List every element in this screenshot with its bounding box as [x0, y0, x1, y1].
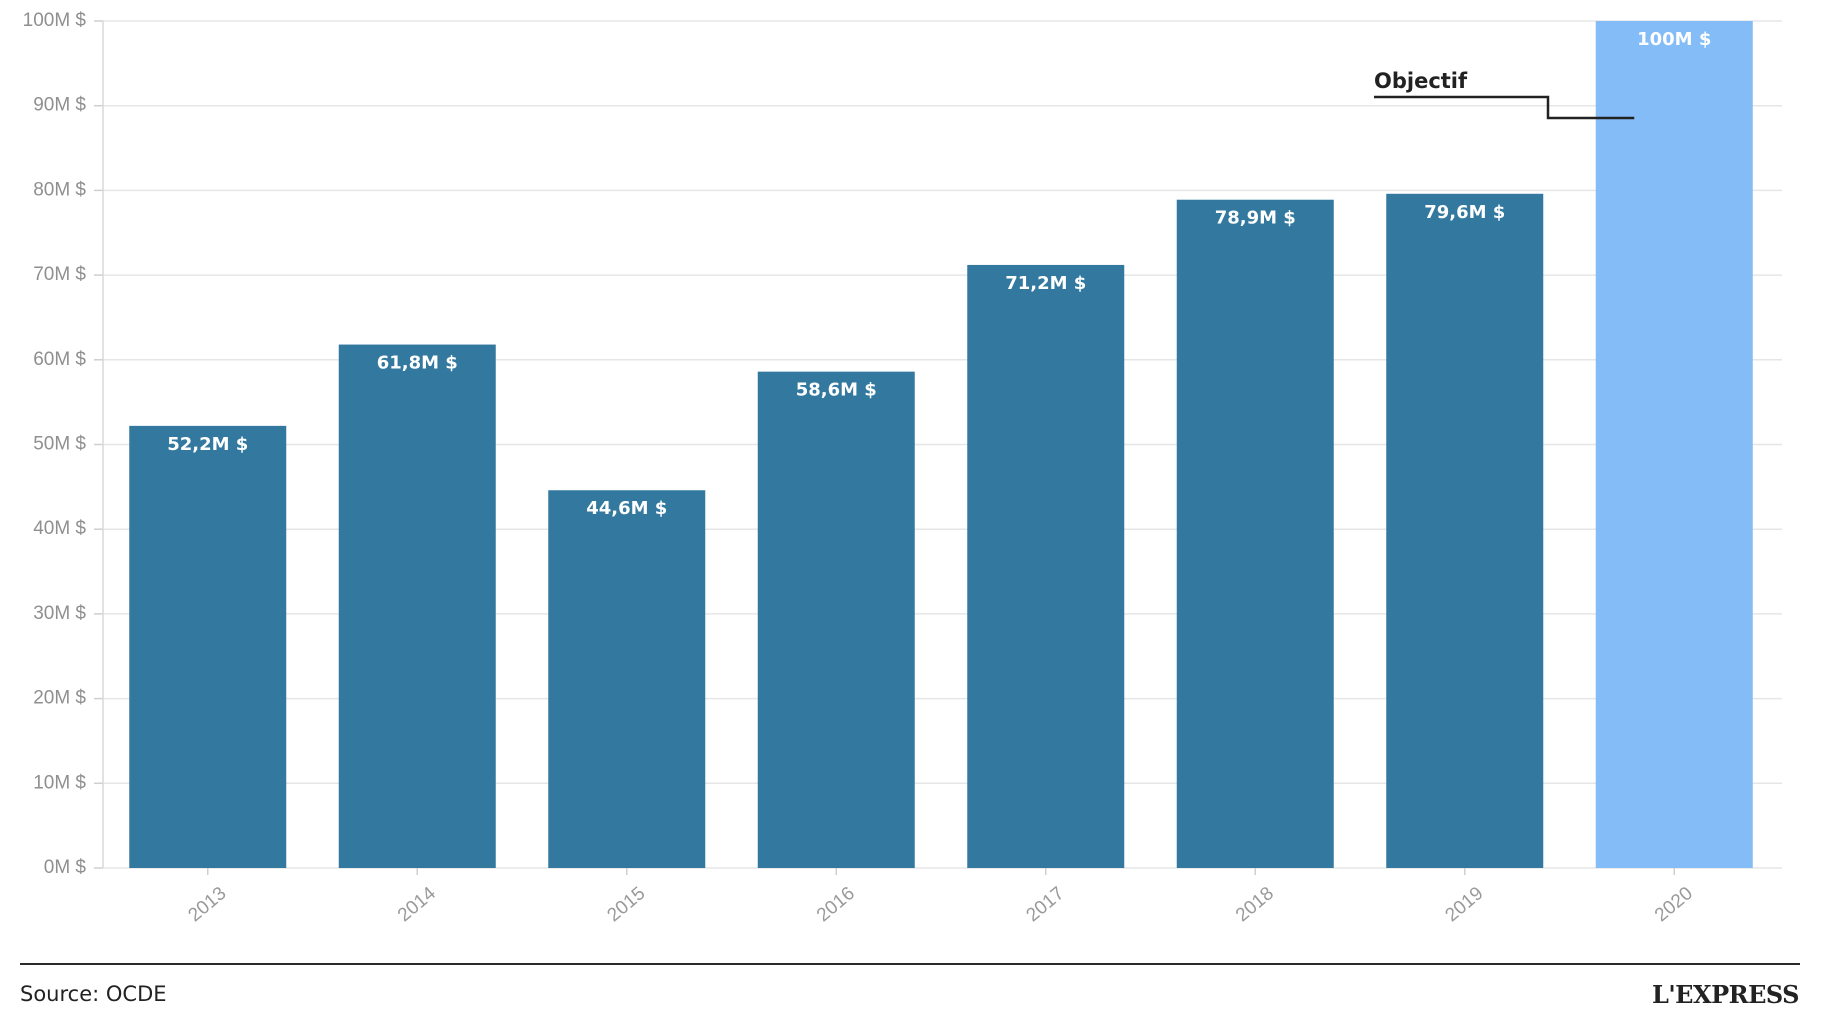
- bars: [129, 21, 1753, 869]
- lexpress-logo: L'EXPRESS: [1651, 980, 1800, 1009]
- bar-2020: [1595, 21, 1753, 868]
- data-label-2015: 44,6M $: [586, 498, 667, 519]
- y-axis-ticks: 0M $ 10M $ 20M $ 30M $ 40M $ 50M $ 60M $ 70M $ 8…: [23, 10, 87, 878]
- x-tick-label-2014: 2014: [394, 883, 440, 927]
- x-tick-label-2019: 2019: [1441, 883, 1487, 926]
- x-tick-label-2013: 2013: [184, 883, 230, 926]
- x-tick-label-2015: 2015: [603, 883, 649, 926]
- y-tick-label: 80M $: [33, 179, 86, 200]
- data-label-2019: 79,6M $: [1424, 202, 1505, 223]
- footer-divider: [20, 963, 1800, 965]
- objectif-annotation: Objectif: [1374, 69, 1635, 120]
- bar-2018: [1176, 199, 1334, 869]
- y-tick-label: 70M $: [33, 264, 86, 285]
- bar-2013: [129, 425, 287, 868]
- bar-2014: [338, 344, 496, 869]
- bar-2015: [548, 490, 706, 868]
- bar-chart: 0M $ 10M $ 20M $ 30M $ 40M $ 50M $ 60M $ 70M $ 8…: [23, 10, 1782, 927]
- y-tick-label: 60M $: [33, 349, 86, 370]
- bar-2016: [757, 371, 915, 868]
- data-label-2016: 58,6M $: [796, 380, 877, 401]
- y-tick-label: 90M $: [33, 95, 86, 116]
- annotation-label: Objectif: [1374, 69, 1468, 93]
- data-label-2017: 71,2M $: [1005, 273, 1086, 294]
- y-tick-label: 10M $: [33, 772, 86, 793]
- bar-2017: [967, 264, 1125, 868]
- data-label-2018: 78,9M $: [1215, 208, 1296, 229]
- y-tick-label: 20M $: [33, 688, 86, 709]
- data-label-2020: 100M $: [1637, 29, 1711, 50]
- x-axis-ticks: 2013 2014 2015 2016 2017 2018 2019 2020: [184, 868, 1697, 927]
- source-note: Source: OCDE: [20, 982, 167, 1006]
- x-tick-label-2017: 2017: [1022, 883, 1068, 926]
- data-label-2013: 52,2M $: [167, 434, 248, 455]
- data-label-2014: 61,8M $: [377, 353, 458, 374]
- y-tick-label: 0M $: [44, 857, 87, 878]
- data-labels: 52,2M $ 61,8M $ 44,6M $ 58,6M $ 71,2M $ 78,9M…: [167, 29, 1711, 519]
- x-tick-label-2018: 2018: [1232, 883, 1278, 926]
- annotation-leader-line: [1374, 95, 1635, 120]
- y-tick-label: 50M $: [33, 434, 86, 455]
- x-tick-label-2016: 2016: [813, 883, 859, 926]
- x-tick-label-2020: 2020: [1651, 883, 1697, 926]
- y-tick-label: 30M $: [33, 603, 86, 624]
- y-tick-label: 40M $: [33, 518, 86, 539]
- bar-2019: [1386, 193, 1544, 869]
- y-tick-label: 100M $: [23, 10, 87, 31]
